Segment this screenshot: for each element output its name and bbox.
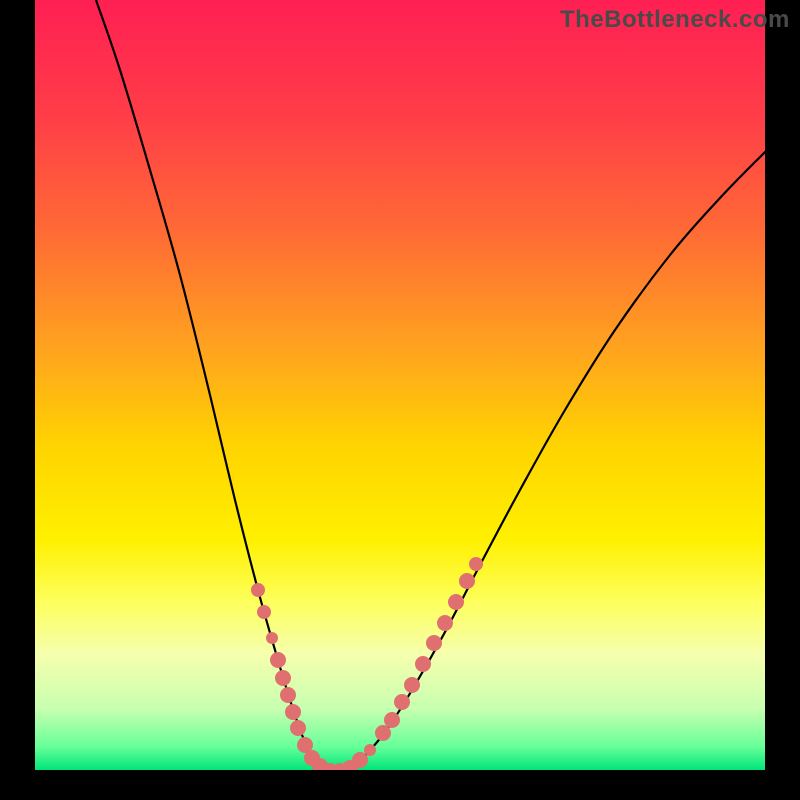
data-dot bbox=[437, 615, 453, 631]
data-dot bbox=[257, 605, 271, 619]
data-dot bbox=[404, 677, 420, 693]
data-dot bbox=[364, 744, 376, 756]
data-dot bbox=[426, 635, 442, 651]
data-dot bbox=[285, 704, 301, 720]
data-dot bbox=[384, 712, 400, 728]
data-dot bbox=[280, 687, 296, 703]
data-dot bbox=[352, 752, 368, 768]
data-dot bbox=[266, 632, 278, 644]
data-dot bbox=[290, 720, 306, 736]
data-dot bbox=[459, 573, 475, 589]
gradient-background bbox=[35, 0, 765, 770]
data-dot bbox=[448, 594, 464, 610]
data-dot bbox=[394, 694, 410, 710]
plot-svg bbox=[35, 0, 765, 770]
data-dot bbox=[415, 656, 431, 672]
data-dot bbox=[251, 583, 265, 597]
data-dot bbox=[275, 670, 291, 686]
data-dot bbox=[469, 557, 483, 571]
watermark-text: TheBottleneck.com bbox=[560, 6, 790, 34]
data-dot bbox=[375, 725, 391, 741]
data-dot bbox=[270, 652, 286, 668]
plot-area bbox=[35, 0, 765, 770]
chart-frame: TheBottleneck.com bbox=[0, 0, 800, 800]
